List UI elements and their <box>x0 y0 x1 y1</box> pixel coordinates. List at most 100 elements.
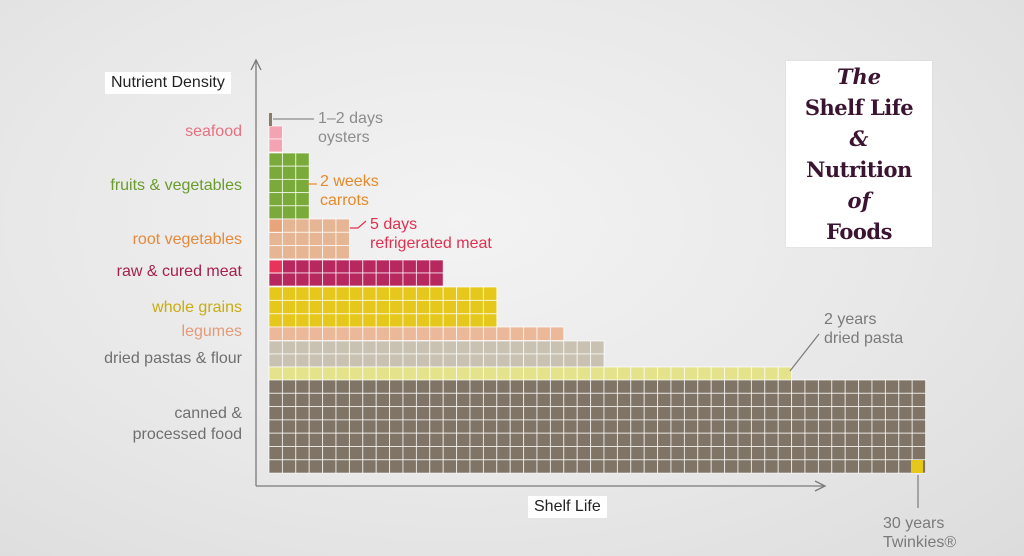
bar-cell-dried-pastas-flour <box>308 340 324 355</box>
bar-cell-raw-cured-meat <box>402 259 417 274</box>
bar-cell-canned-processed-food <box>670 459 685 474</box>
bar-cell-canned-processed-food <box>295 392 310 408</box>
bar-cell-canned-processed-food <box>603 392 618 408</box>
bar-cell-canned-processed-food <box>911 392 927 408</box>
bar-cell-canned-processed-food <box>295 432 310 447</box>
bar-cell-canned-processed-food <box>616 446 632 461</box>
category-label-dried-pastas-flour: dried pastas & flour <box>104 350 242 367</box>
bar-cell-canned-processed-food <box>469 379 484 394</box>
bar-cell-root-vegetables <box>281 218 297 233</box>
bar-cell-canned-processed-food <box>348 432 364 447</box>
bar-cell-whole-grains <box>389 286 404 301</box>
bar-cell-canned-processed-food <box>308 446 324 461</box>
bar-cell-whole-grains <box>469 299 484 315</box>
bar-cell-canned-processed-food <box>750 459 766 474</box>
bar-cell-canned-processed-food <box>683 392 699 408</box>
bar-cell-canned-processed-food <box>456 432 471 447</box>
bar-cell-canned-processed-food <box>844 406 860 421</box>
bar-cell-canned-processed-food <box>281 379 297 394</box>
bar-cell-legumes <box>523 326 538 341</box>
bar-cell-canned-processed-food <box>389 392 404 408</box>
bar-cell-legumes <box>335 326 350 341</box>
bar-cell-raw-cured-meat <box>429 259 444 274</box>
bar-cell-dried-pastas-flour <box>308 353 324 368</box>
bar-cell-canned-processed-food <box>724 459 739 474</box>
bar-cell-canned-processed-food <box>791 459 806 474</box>
bar-cell-canned-processed-food <box>643 432 659 447</box>
bar-cell-canned-processed-food <box>295 459 310 474</box>
bar-cell-canned-processed-food <box>710 392 726 408</box>
bar-cell-legumes <box>375 366 391 381</box>
bar-cell-canned-processed-food <box>884 392 900 408</box>
bar-cell-canned-processed-food <box>442 446 458 461</box>
bar-cell-canned-processed-food <box>590 406 605 421</box>
bar-cell-legumes <box>590 366 605 381</box>
bar-cell-canned-processed-food <box>657 392 672 408</box>
bar-cell-dried-pastas-flour <box>389 340 404 355</box>
bar-cell-raw-cured-meat <box>362 272 377 287</box>
bar-cell-canned-processed-food <box>858 446 873 461</box>
bar-cell-canned-processed-food <box>911 419 927 434</box>
bar-cell-legumes <box>710 366 726 381</box>
bar-cell-whole-grains <box>308 313 324 328</box>
bar-cell-canned-processed-food <box>737 379 752 394</box>
bar-cell-canned-processed-food <box>536 406 551 421</box>
bar-cell-legumes <box>442 326 458 341</box>
bar-cell-canned-processed-food <box>898 459 913 474</box>
bar-cell-canned-processed-food <box>389 406 404 421</box>
bar-cell-canned-processed-food <box>643 392 659 408</box>
bar-cell-canned-processed-food <box>871 446 886 461</box>
bar-cell-legumes <box>322 366 337 381</box>
bar-cell-canned-processed-food <box>737 406 752 421</box>
bar-cell-dried-pastas-flour <box>295 340 310 355</box>
bar-cell-canned-processed-food <box>630 406 645 421</box>
bar-cell-legumes <box>509 366 525 381</box>
annotation-twinkies-duration: 30 years <box>883 515 945 532</box>
bar-cell-canned-processed-food <box>884 406 900 421</box>
bar-cell-whole-grains <box>348 286 364 301</box>
bar-cell-dried-pastas-flour <box>362 353 377 368</box>
bar-cell-canned-processed-food <box>844 446 860 461</box>
bar-cell-canned-processed-food <box>268 379 283 394</box>
bar-cell-dried-pastas-flour <box>268 353 283 368</box>
bar-cell-fruits-vegetables <box>295 152 310 167</box>
bar-cell-canned-processed-food <box>523 419 538 434</box>
bar-cell-dried-pastas-flour <box>590 340 605 355</box>
bar-cell-canned-processed-food <box>858 459 873 474</box>
bar-cell-canned-processed-food <box>308 392 324 408</box>
bar-cell-canned-processed-food <box>750 419 766 434</box>
bar-cell-whole-grains <box>348 299 364 315</box>
bar-cell-whole-grains <box>482 286 498 301</box>
bar-cell-whole-grains <box>362 313 377 328</box>
bar-cell-canned-processed-food <box>724 392 739 408</box>
bar-cell-canned-processed-food <box>281 419 297 434</box>
category-label-legumes: legumes <box>181 323 242 340</box>
bar-cell-canned-processed-food <box>375 406 391 421</box>
bar-cell-canned-processed-food <box>831 432 846 447</box>
bar-cell-canned-processed-food <box>884 432 900 447</box>
bar-cell-whole-grains <box>335 313 350 328</box>
bar-cell-legumes <box>509 326 525 341</box>
bar-cell-root-vegetables <box>335 245 350 260</box>
bar-cell-canned-processed-food <box>402 459 417 474</box>
bar-cell-canned-processed-food <box>348 379 364 394</box>
bar-cell-dried-pastas-flour <box>509 353 525 368</box>
bar-cell-canned-processed-food <box>764 446 779 461</box>
bar-cell-canned-processed-food <box>777 379 793 394</box>
bar-cell-canned-processed-food <box>402 392 417 408</box>
bar-cell-canned-processed-food <box>737 446 752 461</box>
bar-cell-canned-processed-food <box>871 419 886 434</box>
bar-cell-canned-processed-food <box>469 459 484 474</box>
bar-cell-legumes <box>389 366 404 381</box>
bar-cell-canned-processed-food <box>563 419 578 434</box>
bar-cell-canned-processed-food <box>831 446 846 461</box>
bar-cell-canned-processed-food <box>576 392 592 408</box>
bar-cell-fruits-vegetables <box>268 152 283 167</box>
bar-cell-canned-processed-food <box>697 459 712 474</box>
bar-cell-whole-grains <box>442 299 458 315</box>
bar-cell-canned-processed-food <box>884 379 900 394</box>
bar-cell-canned-processed-food <box>844 419 860 434</box>
bar-cell-whole-grains <box>295 299 310 315</box>
bar-cell-dried-pastas-flour <box>576 353 592 368</box>
bar-cell-canned-processed-food <box>563 432 578 447</box>
